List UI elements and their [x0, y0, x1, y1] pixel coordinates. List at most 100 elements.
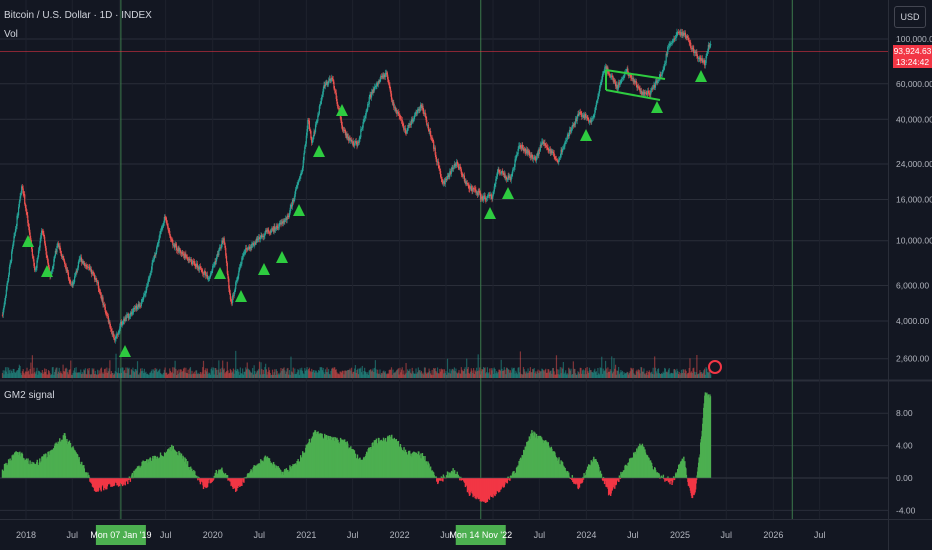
price-candle [482, 198, 484, 201]
volume-bar [596, 374, 598, 378]
price-candle [443, 181, 445, 184]
price-candle [705, 56, 707, 64]
price-candle [660, 74, 662, 77]
volume-bar [146, 373, 149, 378]
price-candle [184, 253, 186, 258]
price-candle [258, 237, 261, 240]
volume-bar [31, 355, 33, 378]
price-candle [294, 189, 297, 195]
volume-bar [11, 372, 14, 378]
signal-bar [671, 478, 674, 483]
price-candle [578, 113, 580, 115]
price-candle [227, 273, 229, 279]
price-axis[interactable]: 2,600.004,000.006,000.0010,000.0016,000.… [896, 34, 932, 515]
price-candle [261, 235, 264, 238]
price-candle [565, 141, 567, 143]
volume-bar [327, 369, 330, 378]
price-candle [551, 150, 553, 154]
signal-bar [229, 478, 231, 482]
volume-bar [660, 373, 662, 378]
volume-bar [202, 367, 204, 378]
price-candle [193, 261, 195, 264]
volume-bar [397, 368, 399, 378]
price-candle [373, 89, 375, 91]
price-candle [318, 106, 320, 114]
volume-bar [308, 369, 310, 378]
price-candle [384, 73, 386, 78]
volume-bar [410, 373, 413, 378]
volume-bar [258, 368, 260, 378]
volume-bar [508, 369, 510, 378]
price-candle [510, 175, 512, 181]
price-candle [317, 115, 319, 122]
price-candle [47, 262, 50, 268]
volume-bar [456, 372, 458, 378]
price-candle [405, 132, 407, 134]
price-candle [359, 137, 361, 139]
price-candle [630, 74, 632, 78]
price-candle [546, 146, 548, 148]
price-candle [32, 255, 34, 260]
price-candle [273, 226, 275, 232]
volume-bar [199, 373, 201, 378]
price-candle [156, 243, 159, 248]
price-candle [321, 94, 324, 98]
volume-bar [420, 370, 423, 378]
volume-bar [429, 370, 431, 378]
price-candle [625, 71, 627, 73]
volume-bar [130, 374, 132, 378]
price-candle [233, 292, 235, 296]
price-candle [491, 196, 493, 199]
volume-bar [314, 370, 317, 378]
price-candle [449, 171, 451, 178]
time-tick-label: Jul [721, 530, 733, 540]
signal-bar [123, 478, 125, 482]
price-candle [222, 240, 224, 243]
time-axis[interactable]: 2018Jul2019Jul2020Jul2021Jul2022Jul2023J… [16, 525, 825, 545]
price-candle [407, 125, 409, 129]
volume-bar [377, 373, 380, 378]
price-candle [671, 41, 673, 43]
currency-button[interactable]: USD [894, 6, 926, 28]
volume-bar [257, 370, 259, 378]
volume-bar [383, 372, 386, 378]
volume-bar [22, 369, 24, 378]
volume-bar [226, 361, 228, 378]
volume-bar [219, 368, 221, 378]
volume-bar [73, 370, 75, 378]
volume-bar [513, 367, 515, 378]
volume-bar [604, 370, 606, 378]
volume-bar [470, 368, 472, 378]
volume-bar [496, 371, 498, 378]
price-candle [217, 253, 219, 255]
price-candle [421, 105, 423, 108]
volume-bar [87, 368, 89, 378]
price-candle [237, 275, 239, 280]
price-candle [600, 81, 602, 86]
signal-bar [568, 472, 570, 478]
price-candle [202, 273, 205, 275]
price-candle [165, 217, 167, 220]
price-candle [90, 269, 93, 274]
price-candle [604, 67, 606, 72]
volume-bar [156, 372, 159, 378]
price-candle [127, 314, 129, 319]
volume-bar [617, 370, 619, 378]
volume-bar [172, 367, 174, 378]
volume-bar [273, 372, 275, 378]
price-candle [649, 93, 651, 95]
signal-bar [581, 478, 584, 483]
price-candle [320, 100, 322, 104]
volume-bar [416, 372, 419, 378]
buy-signal-marker [484, 207, 496, 219]
price-candle [410, 119, 413, 125]
volume-bar [169, 368, 171, 378]
price-candle [462, 174, 464, 177]
price-candle [608, 72, 610, 74]
volume-bar [66, 368, 68, 378]
volume-bar [585, 368, 587, 378]
volume-bar [314, 372, 316, 378]
volume-bar [34, 373, 37, 378]
volume-bar [673, 369, 675, 378]
